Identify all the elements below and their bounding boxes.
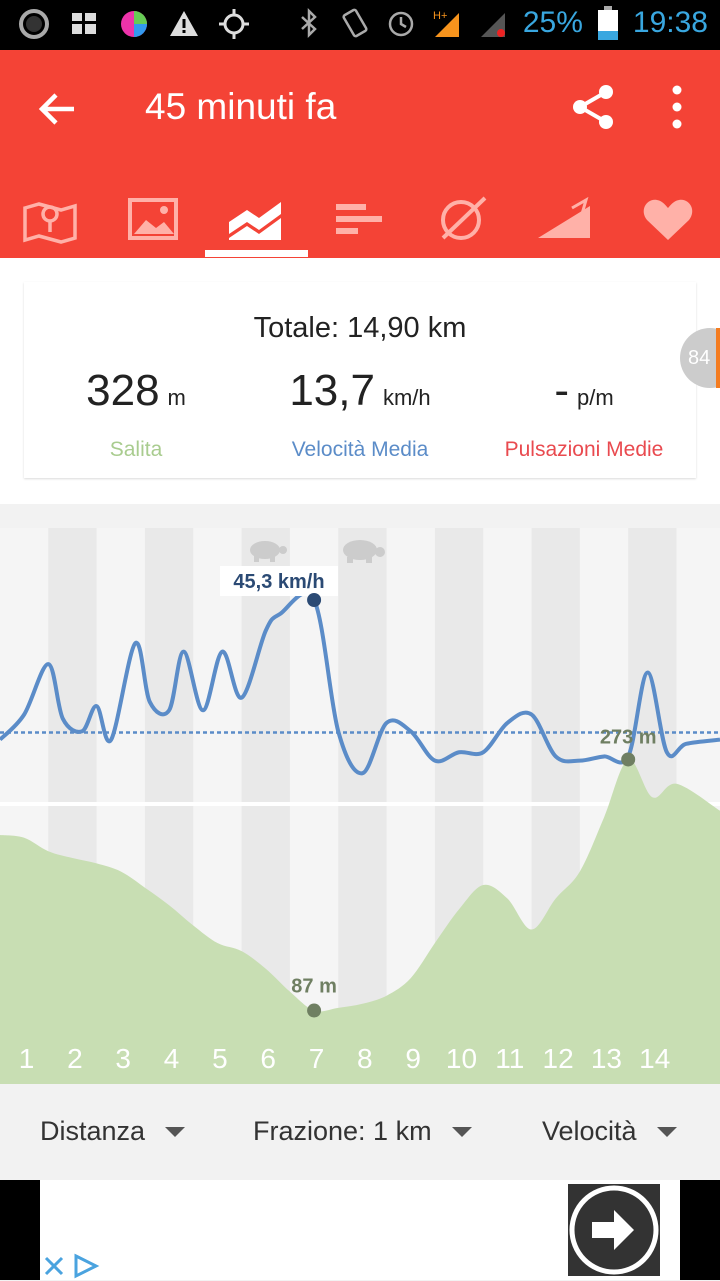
chevron-down-icon (165, 1126, 186, 1137)
split-dropdown-label: Frazione: 1 km (253, 1116, 432, 1146)
speed-value: 13,7 (289, 366, 375, 415)
distance-dropdown-label: Distanza (40, 1116, 146, 1146)
signal-icon (480, 13, 505, 37)
elevation-icon (538, 196, 590, 238)
elevation-min-dot (307, 1003, 322, 1018)
x-axis-labels: 1 2 3 4 5 6 7 8 9 10 11 12 13 14 (19, 1043, 671, 1074)
x-tick-label: 14 (639, 1043, 670, 1074)
ad-choices-icon[interactable] (40, 1252, 102, 1280)
x-tick-label: 12 (543, 1043, 574, 1074)
side-badge[interactable]: 84 (680, 328, 720, 388)
tab-splits[interactable] (309, 180, 409, 258)
elevation-area (0, 759, 720, 1084)
speed-max-label: 45,3 km/h (233, 571, 324, 593)
speed-max-label-bg (220, 566, 338, 596)
x-tick-label: 1 (19, 1043, 35, 1074)
speed-max-marker: 45,3 km/h (220, 566, 338, 607)
back-arrow-icon[interactable] (34, 86, 80, 132)
warning-icon (170, 11, 198, 36)
pulse-label: Pulsazioni Medie (504, 438, 664, 461)
climb-stat: 328 m Salita (24, 366, 248, 462)
clock: 19:38 (632, 6, 708, 39)
bluetooth-icon (301, 7, 317, 39)
x-tick-label: 11 (495, 1043, 524, 1074)
summary-card: Totale: 14,90 km 328 m Salita 13,7 km/h Ve… (24, 282, 696, 478)
speedometer-icon (441, 196, 487, 240)
elevation-min-label: 87 m (291, 976, 337, 998)
elevation-max-marker: 273 m (600, 726, 657, 767)
ad-banner[interactable] (0, 1180, 720, 1280)
x-tick-label: 3 (115, 1043, 131, 1074)
side-badge-bar (716, 328, 720, 388)
elevation-max-label: 273 m (600, 726, 657, 748)
x-tick-label: 10 (446, 1043, 477, 1074)
turtle-icon-2 (343, 540, 385, 563)
x-tick-label: 13 (591, 1043, 622, 1074)
total-distance: Totale: 14,90 km (253, 312, 467, 344)
x-tick-label: 5 (212, 1043, 228, 1074)
app-circle-icon (19, 9, 49, 39)
signal-h-plus-icon: H+ (433, 10, 459, 37)
tab-heart-rate[interactable] (618, 180, 718, 258)
color-wheel-icon (121, 11, 147, 37)
x-tick-label: 2 (67, 1043, 83, 1074)
battery-icon (597, 6, 618, 40)
tab-photos[interactable] (103, 180, 203, 258)
speed-line (0, 591, 720, 776)
selector-bar: Distanza Frazione: 1 km Velocità (0, 1084, 720, 1180)
x-tick-label: 9 (405, 1043, 421, 1074)
tab-speed[interactable] (412, 180, 512, 258)
svg-text:H+: H+ (433, 10, 447, 22)
heart-icon (643, 199, 693, 240)
tab-elevation[interactable] (515, 180, 615, 258)
x-tick-label: 8 (357, 1043, 373, 1074)
x-tick-label: 6 (260, 1043, 276, 1074)
grid-icon (72, 13, 96, 34)
distance-dropdown[interactable]: Distanza (40, 1116, 186, 1147)
app-bar: 45 minuti fa (0, 50, 720, 258)
turtle-icon-1 (250, 541, 287, 562)
tab-bar (0, 180, 720, 258)
pulse-value: - (554, 366, 569, 415)
elevation-min-marker: 87 m (291, 976, 337, 1018)
metric-dropdown-label: Velocità (542, 1116, 637, 1146)
climb-label: Salita (109, 438, 163, 461)
tab-map[interactable] (0, 180, 100, 258)
climb-value: 328 (86, 366, 160, 415)
arrow-right-icon (569, 1185, 659, 1275)
speed-max-dot (307, 593, 322, 607)
share-icon[interactable] (568, 82, 618, 132)
tab-indicator (205, 250, 308, 257)
more-options-icon[interactable] (662, 82, 692, 132)
alarm-icon (388, 11, 414, 37)
splits-icon (336, 204, 382, 234)
metric-dropdown[interactable]: Velocità (542, 1116, 677, 1147)
speed-stat: 13,7 km/h Velocità Media (248, 366, 472, 462)
status-bar: H+ 25% 19:38 (0, 0, 720, 50)
gps-icon (219, 9, 249, 39)
tab-chart[interactable] (206, 180, 306, 258)
x-tick-label: 4 (164, 1043, 180, 1074)
speed-label: Velocità Media (291, 438, 429, 461)
pulse-stat: - p/m Pulsazioni Medie (472, 366, 696, 462)
chevron-down-icon (451, 1126, 472, 1137)
page-title: 45 minuti fa (145, 86, 337, 127)
climb-unit: m (167, 385, 186, 410)
split-dropdown[interactable]: Frazione: 1 km (253, 1116, 472, 1147)
ad-arrow-button[interactable] (568, 1184, 660, 1276)
chevron-down-icon (656, 1126, 677, 1137)
activity-chart[interactable]: 45,3 km/h 87 m 273 m 1 2 3 4 5 6 7 8 9 10 11 12 13 14 (0, 528, 720, 1084)
x-tick-label: 7 (309, 1043, 325, 1074)
map-icon (23, 202, 77, 244)
battery-percent: 25% (522, 6, 583, 39)
speed-unit: km/h (382, 385, 431, 410)
pulse-unit: p/m (576, 385, 614, 410)
elevation-max-dot (621, 752, 636, 767)
image-icon (128, 198, 178, 240)
rotate-icon (342, 8, 368, 38)
chart-icon (229, 202, 281, 240)
